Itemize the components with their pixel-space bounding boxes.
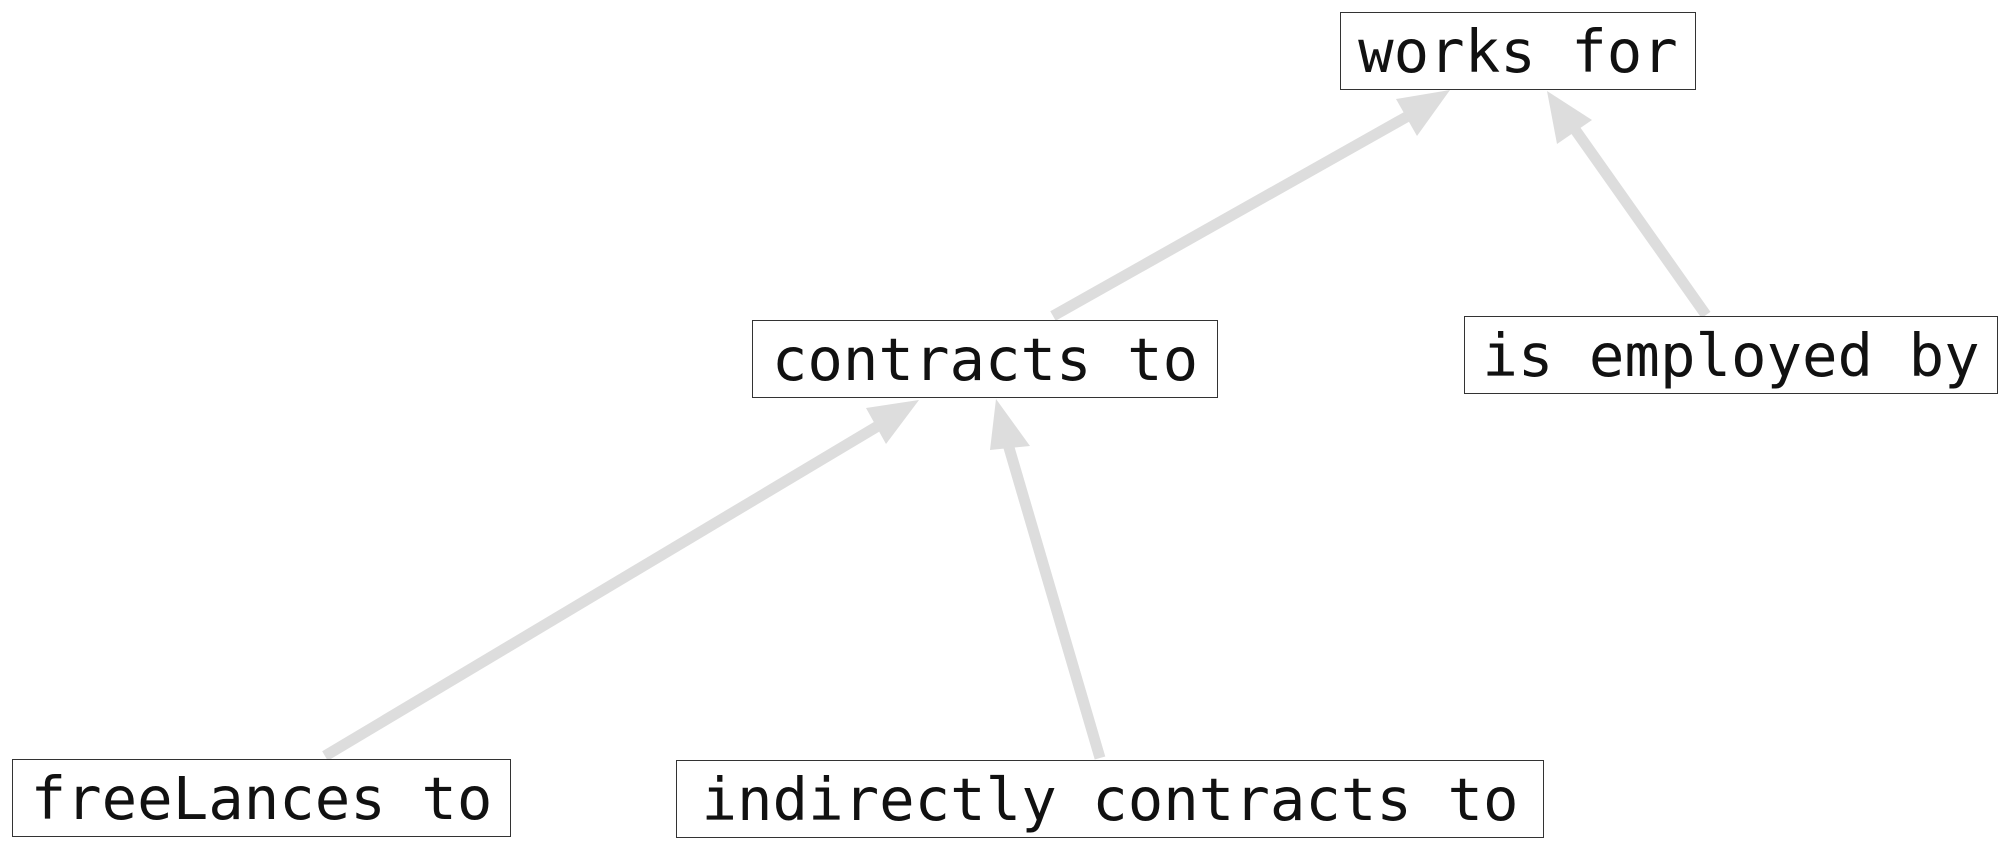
edge-contracts-to-works-for xyxy=(1050,90,1450,321)
node-is-employed-by: is employed by xyxy=(1464,316,1998,394)
node-indirectly-contracts-to: indirectly contracts to xyxy=(676,760,1544,838)
node-label: contracts to xyxy=(771,324,1199,394)
edge-is-employed-by-works-for xyxy=(1547,91,1711,319)
edge-freelances-to-contracts-to xyxy=(322,400,919,761)
node-label: is employed by xyxy=(1482,320,1980,390)
node-label: freeLances to xyxy=(30,763,493,833)
edge-indirectly-contracts-to-contracts-to xyxy=(990,399,1106,760)
node-works-for: works for xyxy=(1340,12,1696,90)
node-freelances-to: freeLances to xyxy=(12,759,511,837)
node-contracts-to: contracts to xyxy=(752,320,1218,398)
node-label: indirectly contracts to xyxy=(701,764,1519,834)
node-label: works for xyxy=(1358,16,1678,86)
